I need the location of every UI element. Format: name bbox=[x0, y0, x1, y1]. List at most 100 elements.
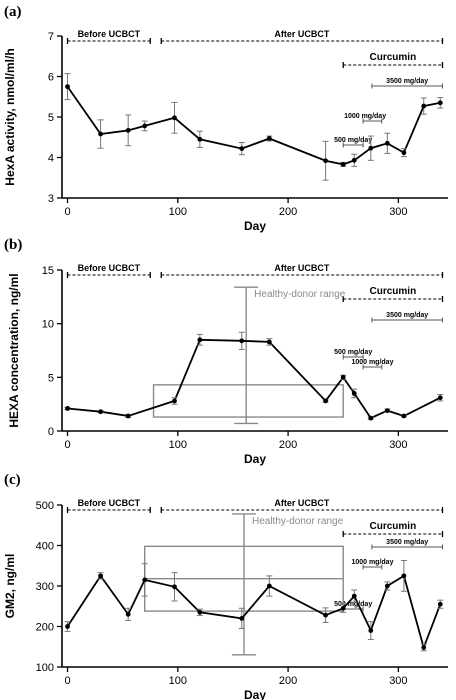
healthy-donor-label: Healthy-donor range bbox=[252, 516, 344, 527]
after-ucbct-label: After UCBCT bbox=[274, 498, 330, 508]
x-tick-label: 300 bbox=[389, 675, 407, 687]
x-axis-label: Day bbox=[244, 452, 266, 466]
curcumin-label: Curcumin bbox=[370, 52, 417, 63]
y-tick-label: 100 bbox=[36, 662, 54, 674]
before-ucbct-label: Before UCBCT bbox=[78, 263, 141, 273]
data-point bbox=[351, 157, 357, 163]
x-tick-label: 200 bbox=[279, 675, 297, 687]
data-point bbox=[437, 601, 443, 607]
y-axis-label: GM2, ng/ml bbox=[3, 554, 17, 619]
data-point bbox=[98, 573, 103, 579]
x-tick-label: 100 bbox=[169, 675, 187, 687]
dose-label: 1000 mg/day bbox=[351, 559, 393, 566]
data-point bbox=[401, 413, 407, 419]
data-point bbox=[351, 391, 357, 396]
data-point bbox=[266, 136, 272, 141]
curcumin-label: Curcumin bbox=[370, 286, 417, 297]
data-point bbox=[384, 583, 390, 589]
x-axis-label: Day bbox=[244, 219, 266, 233]
x-tick-label: 200 bbox=[279, 206, 297, 218]
series-line bbox=[67, 338, 441, 420]
data-point bbox=[65, 406, 70, 411]
data-point bbox=[421, 103, 427, 109]
data-point bbox=[172, 398, 177, 404]
x-tick-label: 0 bbox=[64, 439, 70, 451]
series-line bbox=[66, 86, 441, 166]
data-point bbox=[197, 136, 203, 142]
y-tick-label: 10 bbox=[42, 319, 54, 331]
data-point bbox=[437, 395, 443, 401]
data-point bbox=[65, 84, 70, 90]
data-point bbox=[323, 612, 328, 618]
data-point bbox=[98, 131, 103, 137]
dose-label: 3500 mg/day bbox=[386, 539, 428, 546]
healthy-donor-box bbox=[152, 384, 344, 418]
chart-panel-a: (a) 3 4 5 6 7 0 100 200 300 Day HexA activity, nmol… bbox=[3, 4, 448, 233]
chart-panel-c: (c) 100 200 300 400 500 0 100 200 300 Day GM2, ng/m… bbox=[3, 472, 448, 700]
dose-label: 3500 mg/day bbox=[386, 78, 428, 85]
after-ucbct-label: After UCBCT bbox=[274, 29, 330, 39]
dose-label: 500 mg/day bbox=[334, 601, 372, 608]
y-tick-label: 7 bbox=[48, 31, 54, 43]
x-tick-label: 300 bbox=[389, 439, 407, 451]
data-point bbox=[266, 583, 272, 589]
data-point bbox=[351, 593, 357, 599]
data-point bbox=[239, 616, 245, 621]
data-point bbox=[172, 584, 177, 590]
data-point bbox=[142, 123, 148, 129]
data-point bbox=[98, 409, 103, 415]
data-point bbox=[421, 645, 427, 650]
data-point bbox=[172, 115, 177, 121]
data-point bbox=[401, 573, 407, 579]
y-tick-label: 5 bbox=[48, 112, 54, 124]
curcumin-label: Curcumin bbox=[370, 521, 417, 532]
data-point bbox=[401, 150, 407, 156]
dose-label: 500 mg/day bbox=[334, 349, 372, 356]
dose-label: 3500 mg/day bbox=[386, 312, 428, 319]
data-point bbox=[197, 337, 203, 343]
series-line bbox=[66, 574, 442, 651]
x-tick-label: 100 bbox=[169, 439, 187, 451]
y-tick-label: 3 bbox=[48, 193, 54, 205]
dose-label: 1000 mg/day bbox=[351, 359, 393, 366]
y-tick-label: 15 bbox=[42, 265, 54, 277]
data-point bbox=[323, 158, 328, 164]
x-tick-label: 200 bbox=[279, 439, 297, 451]
y-tick-label: 500 bbox=[36, 500, 54, 512]
panel-label: (c) bbox=[4, 472, 21, 488]
data-point bbox=[266, 339, 272, 345]
data-point bbox=[239, 146, 245, 151]
data-point bbox=[340, 605, 346, 611]
data-point bbox=[340, 374, 346, 380]
x-tick-label: 300 bbox=[389, 206, 407, 218]
panel-label: (a) bbox=[4, 4, 22, 20]
data-point bbox=[384, 140, 390, 146]
x-tick-label: 0 bbox=[64, 675, 70, 687]
data-point bbox=[197, 609, 203, 615]
y-axis-label: HEXA concentration, ng/ml bbox=[7, 273, 21, 427]
data-point bbox=[65, 624, 70, 629]
data-point bbox=[239, 338, 245, 344]
y-tick-label: 0 bbox=[48, 426, 54, 438]
before-ucbct-label: Before UCBCT bbox=[78, 29, 141, 39]
data-point bbox=[340, 161, 346, 167]
data-point bbox=[384, 408, 390, 414]
y-tick-label: 5 bbox=[48, 372, 54, 384]
x-tick-label: 0 bbox=[64, 206, 70, 218]
data-point bbox=[368, 415, 374, 421]
chart-panel-b: (b) 0 5 10 15 0 100 200 300 Day HEXA concentration… bbox=[4, 237, 448, 466]
y-tick-label: 200 bbox=[36, 622, 54, 634]
data-point bbox=[125, 127, 131, 133]
data-point bbox=[437, 100, 443, 106]
before-ucbct-label: Before UCBCT bbox=[78, 498, 141, 508]
dose-label: 500 mg/day bbox=[334, 137, 372, 144]
x-axis-label: Day bbox=[244, 688, 266, 700]
after-ucbct-label: After UCBCT bbox=[274, 263, 330, 273]
healthy-donor-label: Healthy-donor range bbox=[254, 289, 346, 300]
data-point bbox=[142, 577, 148, 583]
data-point bbox=[125, 413, 131, 419]
x-tick-label: 100 bbox=[169, 206, 187, 218]
y-axis-label: HexA activity, nmol/ml/h bbox=[3, 48, 17, 185]
y-tick-label: 6 bbox=[48, 72, 54, 84]
